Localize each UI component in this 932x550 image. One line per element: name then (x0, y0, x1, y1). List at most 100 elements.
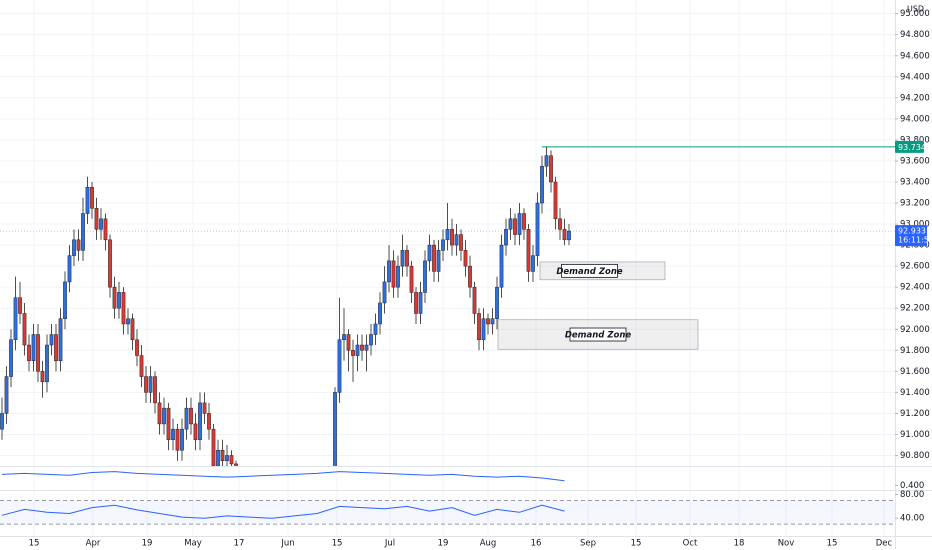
y-tick-label: 94.800 (900, 30, 930, 40)
x-tick-label: 18 (734, 539, 745, 549)
y-tick-label: 93.400 (900, 177, 930, 187)
y-tick-label: 92.200 (900, 304, 930, 314)
candle-body (207, 413, 211, 430)
y-tick-label: 95.000 (900, 9, 930, 19)
candle-body (162, 407, 166, 425)
y-tick-label: 94.400 (900, 72, 930, 82)
candle-body (490, 318, 495, 325)
candle-body (409, 265, 414, 293)
y-tick-label: 92.600 (900, 262, 930, 272)
y-tick-label: 94.000 (900, 114, 930, 124)
x-tick-label: Jul (384, 539, 395, 549)
candle-body (220, 449, 225, 461)
y-tick-label: 80.00 (900, 490, 924, 500)
candle-body (526, 229, 531, 272)
y-tick-label: 93.800 (900, 135, 930, 145)
candle-body (369, 334, 373, 346)
y-tick-label: 0.400 (900, 481, 924, 491)
candle-body (31, 334, 36, 362)
axes: 90.800 91.000 91.200 91.400 91.600 91.800 92.0… (29, 9, 932, 548)
price-pane: Demand Zone Demand Zone (0, 146, 895, 466)
candle-body (445, 229, 450, 241)
candle-body (495, 286, 499, 319)
countdown-label: 16:11:59 (898, 236, 932, 245)
candle-body (166, 407, 171, 440)
x-tick-label: 15 (29, 539, 40, 549)
candle-body (229, 455, 234, 465)
candle-body (157, 402, 162, 425)
last-price-box (895, 225, 927, 247)
candle-body (225, 455, 229, 461)
candle-body (67, 255, 72, 283)
candle-body (454, 234, 459, 246)
candle-body (567, 230, 571, 241)
candle-body (346, 334, 351, 351)
candle-body (63, 281, 67, 319)
indicator-line (1, 471, 565, 482)
candle-body (486, 318, 490, 325)
high-price-box (895, 140, 924, 153)
zone-label: Demand Zone (556, 267, 623, 277)
candle-body (450, 229, 454, 246)
candle-body (355, 344, 360, 356)
candle-body (193, 423, 198, 440)
candle-body (333, 392, 337, 466)
candle-body (463, 250, 468, 267)
candle-body (468, 265, 472, 288)
candle-body (103, 218, 108, 241)
y-tick-label: 92.000 (900, 325, 930, 335)
candle-body (18, 297, 22, 314)
candle-body (135, 339, 139, 356)
y-tick-label: 91.000 (900, 430, 930, 440)
y-tick-label: 91.800 (900, 346, 930, 356)
candle-body (481, 318, 486, 341)
y-tick-label: 93.600 (900, 156, 930, 166)
candle-body (441, 239, 445, 251)
candle-body (126, 318, 130, 325)
candle-body (499, 244, 504, 288)
candle-body (477, 313, 481, 341)
candle-body (418, 292, 423, 314)
x-tick-label: 15 (827, 539, 838, 549)
x-tick-label: 16 (531, 539, 542, 549)
zone-label-box (569, 327, 627, 342)
candle-body (76, 239, 81, 251)
x-tick-label: May (184, 539, 202, 549)
x-tick-label: Apr (86, 539, 101, 549)
candle-body (130, 318, 135, 341)
candle-body (211, 428, 216, 466)
candle-body (373, 323, 378, 335)
candle-body (198, 402, 202, 440)
candle-body (342, 334, 346, 341)
candle-body (180, 428, 184, 451)
candle-body (58, 318, 63, 362)
candle-body (423, 260, 427, 293)
candle-body (112, 286, 117, 309)
y-tick-label: 90.800 (900, 451, 930, 461)
candle-body (22, 313, 27, 346)
zone-label-box (561, 263, 618, 278)
y-tick-label: 91.400 (900, 388, 930, 398)
x-tick-label: 19 (438, 539, 449, 549)
candle-body (405, 250, 409, 267)
candle-body (387, 260, 391, 283)
candle-body (184, 407, 189, 430)
candle-body (513, 218, 517, 235)
x-tick-label: 19 (142, 539, 153, 549)
candle-body (202, 402, 207, 414)
rsi-band (0, 500, 895, 525)
candle-body (459, 234, 463, 251)
candle-body (400, 250, 405, 267)
candle-body (558, 218, 562, 230)
candle-body (94, 208, 99, 230)
candle-body (117, 292, 121, 309)
candle-body (144, 376, 148, 393)
y-tick-label: 91.600 (900, 367, 930, 377)
candle-body (9, 339, 13, 377)
candle-body (517, 213, 522, 235)
y-tick-label: 92.400 (900, 283, 930, 293)
candle-body (427, 244, 432, 262)
candle-body (13, 297, 18, 341)
